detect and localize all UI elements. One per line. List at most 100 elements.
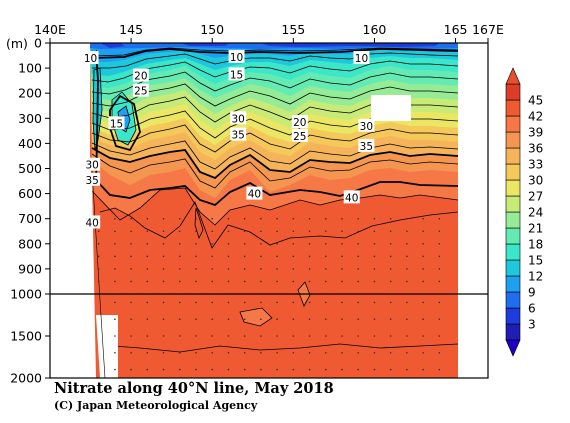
station-dot (341, 230, 343, 233)
station-dot (341, 301, 343, 304)
station-dot (324, 268, 327, 270)
station-dot (195, 230, 197, 233)
contour-label: 30 (231, 113, 244, 125)
station-dot (357, 280, 360, 283)
y-tick-label: 700 (18, 211, 42, 226)
station-dot (324, 280, 327, 283)
contour-label-bg (132, 83, 149, 97)
station-dot (357, 268, 360, 270)
colorbar-segment (505, 323, 521, 341)
station-dot (324, 243, 327, 245)
y-tick-label: 1500 (10, 329, 42, 344)
colorbar-label: 18 (528, 238, 543, 252)
contour-label: 30 (85, 160, 98, 172)
station-dot (130, 243, 132, 245)
station-dot (341, 255, 343, 258)
station-dot (357, 352, 360, 354)
station-dot (341, 318, 343, 321)
station-dot (292, 243, 295, 245)
station-dot (178, 280, 181, 283)
station-dot (97, 268, 100, 270)
station-dot (162, 318, 165, 321)
station-dot (243, 268, 246, 270)
station-dot (130, 255, 132, 258)
station-dot (130, 230, 132, 233)
colorbar-label: 3 (528, 318, 536, 332)
station-dot (389, 368, 392, 371)
station-dot (195, 255, 197, 258)
station-dot (373, 255, 376, 258)
station-dot (373, 301, 376, 304)
y-tick-label: 300 (18, 111, 42, 126)
station-dot (130, 335, 132, 337)
station-dot (195, 268, 197, 270)
station-dot (276, 280, 278, 283)
station-dot (195, 352, 197, 354)
colorbar-label: 30 (528, 174, 543, 188)
contour-label: 20 (134, 71, 147, 83)
station-dot (422, 301, 424, 304)
station-dot (324, 335, 327, 337)
colorbar-segment (505, 115, 521, 133)
colorbar-label: 21 (528, 222, 543, 236)
station-dot (422, 352, 424, 354)
station-dot (260, 335, 262, 337)
station-dot (195, 217, 197, 220)
station-dot (276, 243, 278, 245)
x-axis: 140E 145 150 155 160 165 167E (34, 22, 504, 43)
contour-label: 10 (230, 52, 243, 64)
station-dot (227, 318, 230, 321)
station-dot (146, 243, 149, 245)
station-dot (389, 352, 392, 354)
station-dot (341, 368, 343, 371)
station-dot (211, 280, 214, 283)
contour-label: 40 (345, 192, 358, 204)
x-tick-label: 155 (281, 22, 305, 37)
station-dot (389, 217, 392, 220)
colorbar-label: 33 (528, 158, 543, 172)
contour-label-bg (228, 67, 245, 81)
station-dot (114, 335, 116, 337)
contour-label-bg (353, 51, 370, 65)
station-dot (438, 230, 441, 233)
station-dot (211, 230, 214, 233)
contour-label-bg (228, 49, 245, 63)
colorbar-segment (505, 291, 521, 309)
sample-station-dots (97, 217, 441, 371)
station-dot (146, 280, 149, 283)
station-dot (292, 368, 295, 371)
station-dot (308, 280, 311, 283)
station-dot (243, 301, 246, 304)
contour-label-bg (291, 115, 308, 129)
contour-label-bg (358, 118, 375, 132)
station-dot (227, 368, 230, 371)
station-dot (260, 230, 262, 233)
colorbar-label: 39 (528, 126, 543, 140)
station-dot (438, 280, 441, 283)
station-dot (243, 255, 246, 258)
station-dot (114, 217, 116, 220)
station-dot (438, 335, 441, 337)
y-tick-label: 2000 (10, 371, 42, 386)
station-dot (178, 301, 181, 304)
station-dot (357, 217, 360, 220)
station-dot (357, 368, 360, 371)
station-dot (211, 217, 214, 220)
station-dot (292, 217, 295, 220)
contour-label: 30 (360, 121, 373, 133)
station-dot (227, 230, 230, 233)
station-dot (195, 301, 197, 304)
x-tick-label: 165 (444, 22, 468, 37)
station-dot (146, 255, 149, 258)
station-dot (422, 217, 424, 220)
station-dot (195, 318, 197, 321)
station-dot (324, 352, 327, 354)
station-dot (276, 352, 278, 354)
contour-label-bg (291, 128, 308, 142)
station-dot (130, 318, 132, 321)
station-dot (227, 280, 230, 283)
station-dot (227, 301, 230, 304)
station-dot (308, 255, 311, 258)
station-dot (211, 318, 214, 321)
contour-label: 20 (293, 117, 306, 129)
